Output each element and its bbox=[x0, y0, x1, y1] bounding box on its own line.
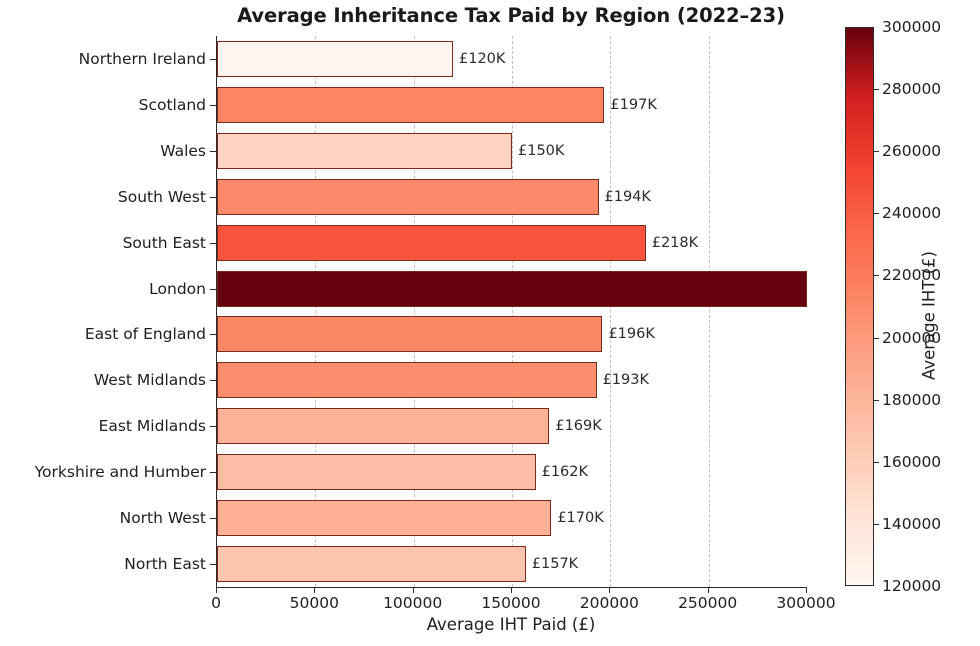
x-axis-tick-label: 100000 bbox=[383, 594, 443, 612]
bar bbox=[217, 500, 552, 537]
y-axis-tick-mark bbox=[210, 518, 216, 520]
colorbar-tick-label: 300000 bbox=[882, 18, 942, 36]
y-axis-tick-label: West Midlands bbox=[93, 371, 206, 390]
y-axis-tick-mark bbox=[210, 150, 216, 152]
y-axis-tick-mark bbox=[210, 472, 216, 474]
bar bbox=[217, 454, 536, 491]
colorbar-tick-label: 220000 bbox=[882, 266, 942, 285]
x-axis-tick-label: 50000 bbox=[289, 594, 339, 612]
plot-area: £120K£197K£150K£194K£218K£300K£196K£193K… bbox=[216, 36, 807, 588]
y-axis-tick-label: North East bbox=[124, 555, 206, 574]
bar bbox=[217, 40, 453, 77]
y-axis-tick-label: South West bbox=[117, 187, 206, 206]
bar bbox=[217, 86, 605, 123]
y-axis-tick-label: London bbox=[149, 279, 206, 298]
y-axis-tick-mark bbox=[210, 564, 216, 566]
colorbar-tick-mark bbox=[874, 151, 879, 153]
colorbar-gradient bbox=[845, 27, 874, 586]
gridline-vertical bbox=[512, 36, 513, 587]
bar bbox=[217, 270, 807, 307]
bar bbox=[217, 316, 603, 353]
x-axis-tick-label: 300000 bbox=[776, 594, 836, 612]
bar-value-label: £150K bbox=[518, 142, 565, 159]
bar-value-label: £194K bbox=[604, 188, 651, 205]
x-axis-tick-label: 250000 bbox=[678, 594, 738, 612]
colorbar-tick-label: 280000 bbox=[882, 80, 942, 99]
y-axis-tick-mark bbox=[210, 242, 216, 244]
colorbar-tick-mark bbox=[874, 275, 879, 277]
y-axis-tick-label: Wales bbox=[160, 141, 206, 160]
x-axis-tick-mark bbox=[216, 587, 217, 593]
bar-value-label: £218K bbox=[651, 234, 699, 251]
bar bbox=[217, 132, 512, 169]
bar-value-label: £169K bbox=[555, 418, 602, 435]
y-axis-tick-mark bbox=[210, 380, 216, 382]
plot-inner: £120K£197K£150K£194K£218K£300K£196K£193K… bbox=[217, 36, 807, 587]
colorbar-tick-mark bbox=[874, 89, 879, 91]
x-axis-tick-mark bbox=[707, 587, 709, 593]
x-axis-tick-mark bbox=[806, 587, 807, 593]
x-axis-tick-label: 200000 bbox=[579, 594, 639, 612]
colorbar-tick-mark bbox=[874, 399, 879, 401]
bar bbox=[217, 408, 550, 445]
bar-value-label: £120K bbox=[459, 50, 506, 67]
chart-title: Average Inheritance Tax Paid by Region (… bbox=[237, 4, 785, 27]
colorbar-tick-label: 180000 bbox=[882, 390, 942, 409]
bar bbox=[217, 362, 597, 399]
gridline-vertical bbox=[413, 36, 415, 587]
bar-value-label: £193K bbox=[602, 372, 649, 389]
gridline-vertical bbox=[610, 36, 612, 587]
colorbar-tick-label: 140000 bbox=[882, 514, 942, 533]
x-axis-title: Average IHT Paid (£) bbox=[426, 615, 596, 634]
y-axis-tick-mark bbox=[210, 334, 216, 336]
bar-value-label: £157K bbox=[531, 556, 579, 573]
y-axis-tick-label: East Midlands bbox=[98, 417, 206, 436]
y-axis-tick-mark bbox=[210, 196, 216, 198]
gridline-vertical bbox=[708, 36, 710, 587]
gridline-vertical bbox=[315, 36, 317, 587]
colorbar-tick-label: 200000 bbox=[882, 328, 942, 347]
x-axis-tick-mark bbox=[609, 587, 611, 593]
bar bbox=[217, 178, 599, 215]
x-axis-tick-mark bbox=[314, 587, 316, 593]
colorbar bbox=[845, 27, 874, 586]
bar-value-label: £170K bbox=[557, 510, 604, 527]
colorbar-tick-mark bbox=[874, 461, 879, 463]
y-axis-tick-label: Northern Ireland bbox=[78, 49, 206, 68]
colorbar-tick-label: 160000 bbox=[882, 452, 942, 471]
bar-value-label: £196K bbox=[608, 326, 655, 343]
colorbar-tick-mark bbox=[874, 213, 879, 215]
y-axis-tick-label: East of England bbox=[84, 325, 206, 344]
x-axis-tick-label: 0 bbox=[211, 594, 221, 612]
y-axis-tick-mark bbox=[210, 104, 216, 106]
bar-value-label: £162K bbox=[541, 464, 589, 481]
bar bbox=[217, 224, 646, 261]
y-axis-tick-label: South East bbox=[122, 233, 206, 252]
colorbar-tick-label: 240000 bbox=[882, 204, 942, 223]
y-axis-tick-mark bbox=[210, 58, 216, 60]
colorbar-tick-label: 260000 bbox=[882, 142, 942, 161]
y-axis-tick-label: Yorkshire and Humber bbox=[34, 463, 206, 482]
x-axis-tick-mark bbox=[511, 587, 512, 593]
x-axis-tick-label: 150000 bbox=[481, 594, 541, 612]
colorbar-tick-label: 120000 bbox=[882, 577, 942, 595]
colorbar-tick-mark bbox=[874, 337, 879, 339]
y-axis-tick-labels: Northern Ireland Scotland Wales South West S… bbox=[0, 0, 216, 646]
y-axis-tick-label: Scotland bbox=[138, 95, 206, 114]
y-axis-tick-mark bbox=[210, 288, 216, 290]
y-axis-tick-label: North West bbox=[119, 509, 206, 528]
y-axis-tick-mark bbox=[210, 426, 216, 428]
colorbar-tick-mark bbox=[874, 523, 879, 525]
x-axis-tick-mark bbox=[412, 587, 414, 593]
bar bbox=[217, 546, 526, 583]
bar-value-label: £197K bbox=[610, 96, 657, 113]
